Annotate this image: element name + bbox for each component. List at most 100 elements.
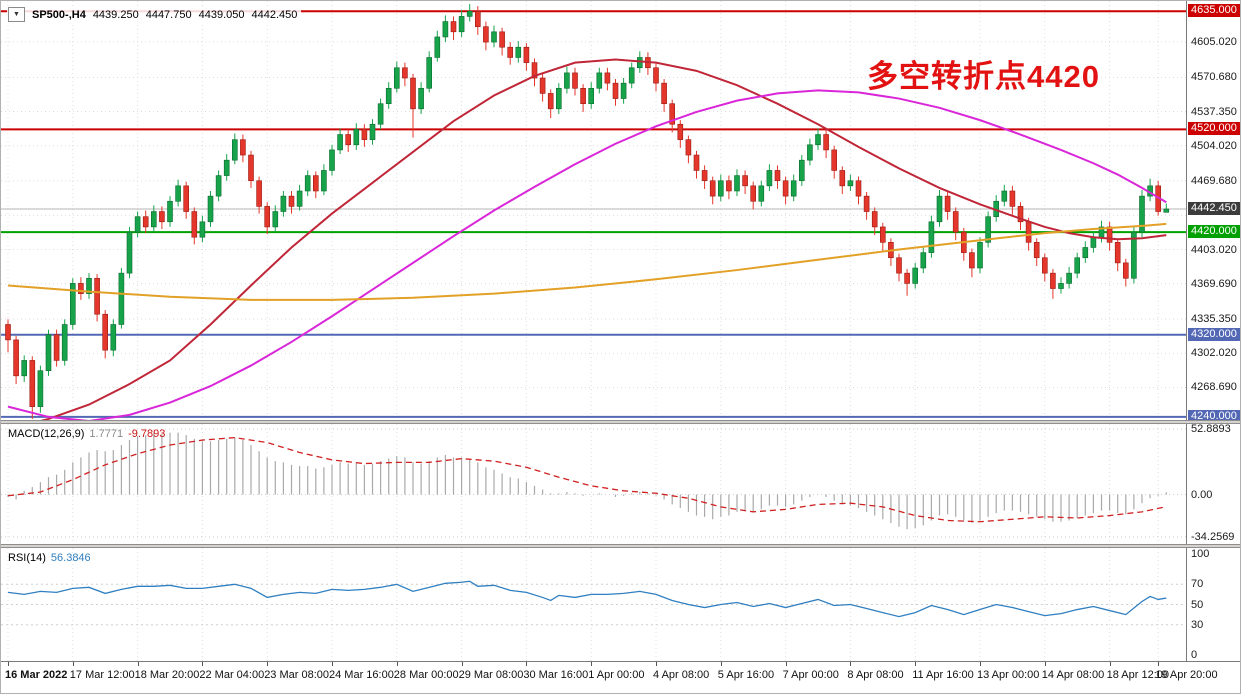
macd-chart[interactable] <box>1 424 1187 544</box>
candle-body <box>458 16 465 33</box>
candle-body <box>191 211 198 238</box>
time-label: 19 Apr 20:00 <box>1155 669 1218 681</box>
candle-body <box>369 123 376 140</box>
candle-body <box>248 154 254 182</box>
time-label: 5 Apr 16:00 <box>717 669 775 681</box>
candle-body <box>1074 257 1080 274</box>
rsi-chart[interactable] <box>1 548 1187 661</box>
candle-body <box>442 21 449 38</box>
price-axis[interactable]: 4605.020 4570.680 4537.350 4504.020 4469.680… <box>1186 1 1240 661</box>
candle-body <box>507 46 514 58</box>
candle-body <box>312 175 319 192</box>
time-label: 11 Apr 16:00 <box>912 669 974 681</box>
candle-body <box>183 185 189 212</box>
time-tick <box>72 662 74 666</box>
time-tick <box>1044 662 1046 666</box>
candle-body <box>855 180 862 197</box>
time-tick <box>202 662 204 666</box>
main-chart-panel[interactable] <box>1 1 1187 420</box>
candle-body <box>418 87 424 110</box>
time-tick <box>980 662 981 666</box>
time-label: 29 Mar 08:00 <box>458 669 524 681</box>
candle-body <box>879 226 886 243</box>
candle-body <box>596 72 603 89</box>
candle-body <box>134 216 141 233</box>
macd-panel[interactable] <box>1 424 1187 544</box>
candle-body <box>296 190 303 207</box>
price-label: 4302.020 <box>1191 347 1237 360</box>
candle-body <box>1050 272 1056 289</box>
candle-body <box>572 72 578 89</box>
current-price-badge: 4442.450 <box>1188 202 1240 215</box>
candle-body <box>337 134 343 151</box>
price-label: 4335.350 <box>1191 312 1237 325</box>
price-label: 4605.020 <box>1191 36 1237 49</box>
candle-body <box>499 31 505 48</box>
candle-body <box>839 170 846 187</box>
time-tick <box>267 662 269 666</box>
macd-axis-label: 0.00 <box>1191 488 1213 501</box>
candle-body <box>912 267 919 284</box>
candle-body <box>798 159 805 182</box>
candle-body <box>985 216 991 243</box>
candle-body <box>790 180 797 197</box>
candle-body <box>539 77 546 94</box>
candle-body <box>766 170 773 187</box>
candle-body <box>1009 190 1016 207</box>
candle-body <box>815 134 821 146</box>
candlestick-chart[interactable] <box>1 1 1187 420</box>
candle-body <box>1017 206 1024 223</box>
candle-body <box>580 87 586 104</box>
time-axis[interactable]: 16 Mar 2022 17 Mar 12:00 18 Mar 20:00 22 Ma… <box>1 661 1240 693</box>
time-label: 24 Mar 16:00 <box>329 669 394 681</box>
symbol-period-label: SP500-,H4 <box>32 8 86 21</box>
candle-body <box>742 175 748 187</box>
candle-body <box>928 221 935 253</box>
candle-body <box>871 211 878 228</box>
candle-body <box>321 170 327 192</box>
panel-separator[interactable] <box>1 420 1240 424</box>
candle-body <box>345 134 352 146</box>
price-label: 4469.680 <box>1191 175 1237 188</box>
candle-body <box>847 180 854 187</box>
candle-body <box>750 185 757 202</box>
candle-body <box>264 206 271 228</box>
annotation-text[interactable]: 多空转折点4420 <box>867 59 1100 94</box>
candle-body <box>483 26 489 43</box>
candle-body <box>1139 195 1145 233</box>
level-price-badge: 4520.000 <box>1188 122 1240 136</box>
candle-body <box>272 211 279 228</box>
candle-body <box>588 87 595 104</box>
macd-axis-label: 52.8893 <box>1191 423 1231 436</box>
candle-body <box>1163 208 1170 213</box>
symbol-info-bar: ▼ SP500-,H4 4439.250 4447.750 4439.050 4… <box>7 6 302 23</box>
panel-separator[interactable] <box>1 544 1240 548</box>
candle-body <box>304 175 311 192</box>
candle-body <box>677 123 684 140</box>
candle-body <box>151 211 157 228</box>
candle-body <box>1025 221 1032 243</box>
candle-body <box>142 216 149 228</box>
rsi-panel[interactable] <box>1 548 1187 661</box>
candle-body <box>393 67 400 89</box>
candle-body <box>555 87 562 110</box>
time-tick <box>396 662 398 666</box>
candle-body <box>717 180 724 197</box>
time-label: 22 Mar 04:00 <box>199 669 265 681</box>
time-label: 17 Mar 12:00 <box>69 669 135 681</box>
candle-body <box>515 46 522 58</box>
time-label: 8 Apr 08:00 <box>847 669 904 681</box>
candle-body <box>118 272 125 325</box>
time-label: 13 Apr 00:00 <box>977 669 1040 681</box>
candle-body <box>94 277 100 315</box>
price-label: 4369.690 <box>1191 277 1237 290</box>
chevron-down-icon[interactable]: ▼ <box>8 7 25 22</box>
candle-body <box>1058 283 1064 289</box>
time-tick <box>785 662 787 666</box>
candle-body <box>45 334 52 372</box>
candle-body <box>977 242 983 269</box>
candle-body <box>1066 272 1072 284</box>
time-tick <box>526 662 528 666</box>
rsi-axis-label: 50 <box>1191 598 1204 611</box>
